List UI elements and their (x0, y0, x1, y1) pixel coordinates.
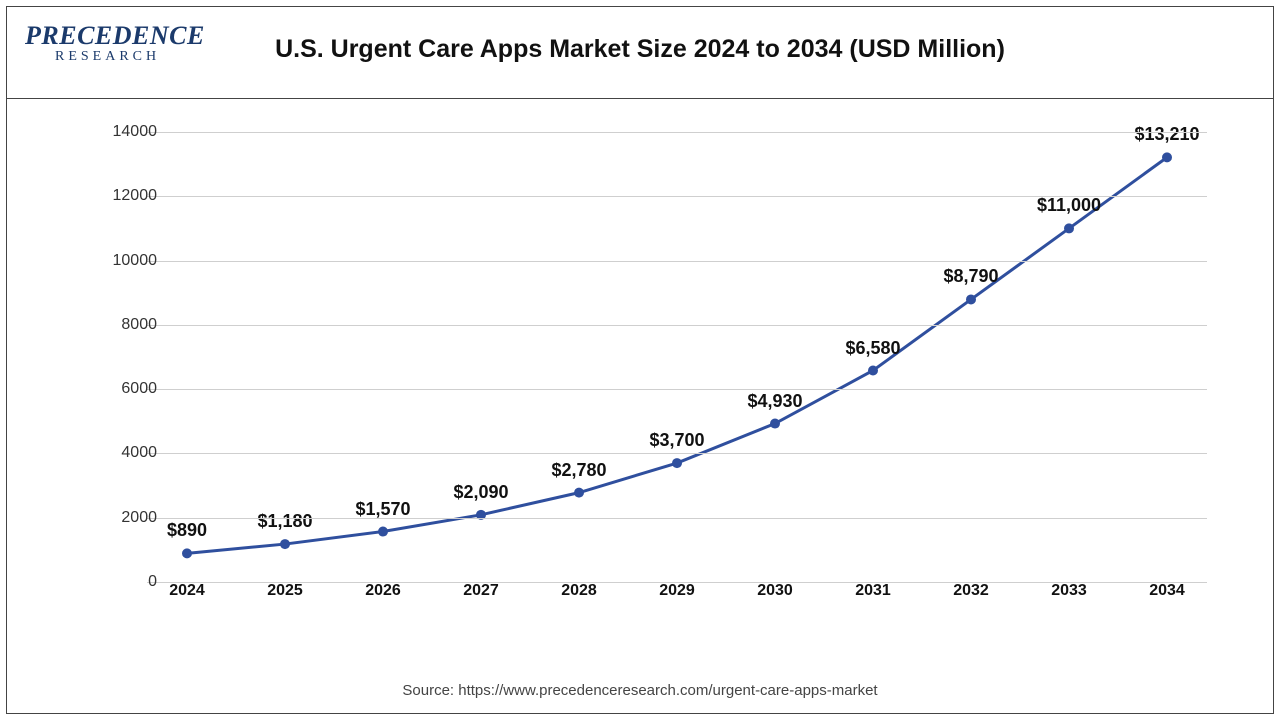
xtick-label: 2029 (659, 582, 695, 600)
ytick-label: 0 (97, 573, 157, 591)
gridline (147, 261, 1207, 262)
chart-area: $890 $1,180 $1,570 $2,090 $2,780 $3,700 $4,930… (67, 122, 1227, 642)
xtick-label: 2030 (757, 582, 793, 600)
xtick-label: 2027 (463, 582, 499, 600)
xtick-label: 2024 (169, 582, 205, 600)
data-label: $6,580 (845, 338, 900, 359)
xtick-label: 2026 (365, 582, 401, 600)
ytick-label: 10000 (97, 252, 157, 270)
data-marker (868, 366, 878, 376)
data-label: $13,210 (1134, 124, 1199, 145)
source-text: Source: https://www.precedenceresearch.c… (7, 682, 1273, 699)
plot-region: $890 $1,180 $1,570 $2,090 $2,780 $3,700 $4,930… (147, 132, 1207, 582)
ytick-label: 6000 (97, 380, 157, 398)
data-marker (182, 548, 192, 558)
gridline (147, 389, 1207, 390)
data-label: $1,570 (355, 499, 410, 520)
data-label: $4,930 (747, 391, 802, 412)
data-marker (770, 419, 780, 429)
gridline (147, 196, 1207, 197)
gridline (147, 132, 1207, 133)
ytick-label: 12000 (97, 187, 157, 205)
gridline (147, 518, 1207, 519)
data-label: $1,180 (257, 511, 312, 532)
outer-frame: PRECEDENCE RESEARCH U.S. Urgent Care App… (6, 6, 1274, 714)
xtick-label: 2034 (1149, 582, 1185, 600)
xtick-label: 2033 (1051, 582, 1087, 600)
gridline (147, 325, 1207, 326)
data-marker (1162, 152, 1172, 162)
xtick-label: 2028 (561, 582, 597, 600)
gridline (147, 453, 1207, 454)
data-marker (280, 539, 290, 549)
chart-title: U.S. Urgent Care Apps Market Size 2024 t… (7, 35, 1273, 64)
ytick-label: 4000 (97, 444, 157, 462)
xtick-label: 2032 (953, 582, 989, 600)
xtick-label: 2025 (267, 582, 303, 600)
data-label: $8,790 (943, 266, 998, 287)
header-band: PRECEDENCE RESEARCH U.S. Urgent Care App… (7, 7, 1273, 99)
line-path (187, 157, 1167, 553)
ytick-label: 14000 (97, 123, 157, 141)
ytick-label: 8000 (97, 316, 157, 334)
data-marker (1064, 223, 1074, 233)
data-label: $890 (167, 520, 207, 541)
data-label: $11,000 (1037, 195, 1101, 216)
data-label: $2,090 (453, 482, 508, 503)
data-marker (378, 527, 388, 537)
data-label: $2,780 (551, 460, 606, 481)
data-marker (672, 458, 682, 468)
xtick-label: 2031 (855, 582, 891, 600)
data-label: $3,700 (649, 430, 704, 451)
ytick-label: 2000 (97, 509, 157, 527)
data-marker (574, 488, 584, 498)
data-marker (966, 294, 976, 304)
